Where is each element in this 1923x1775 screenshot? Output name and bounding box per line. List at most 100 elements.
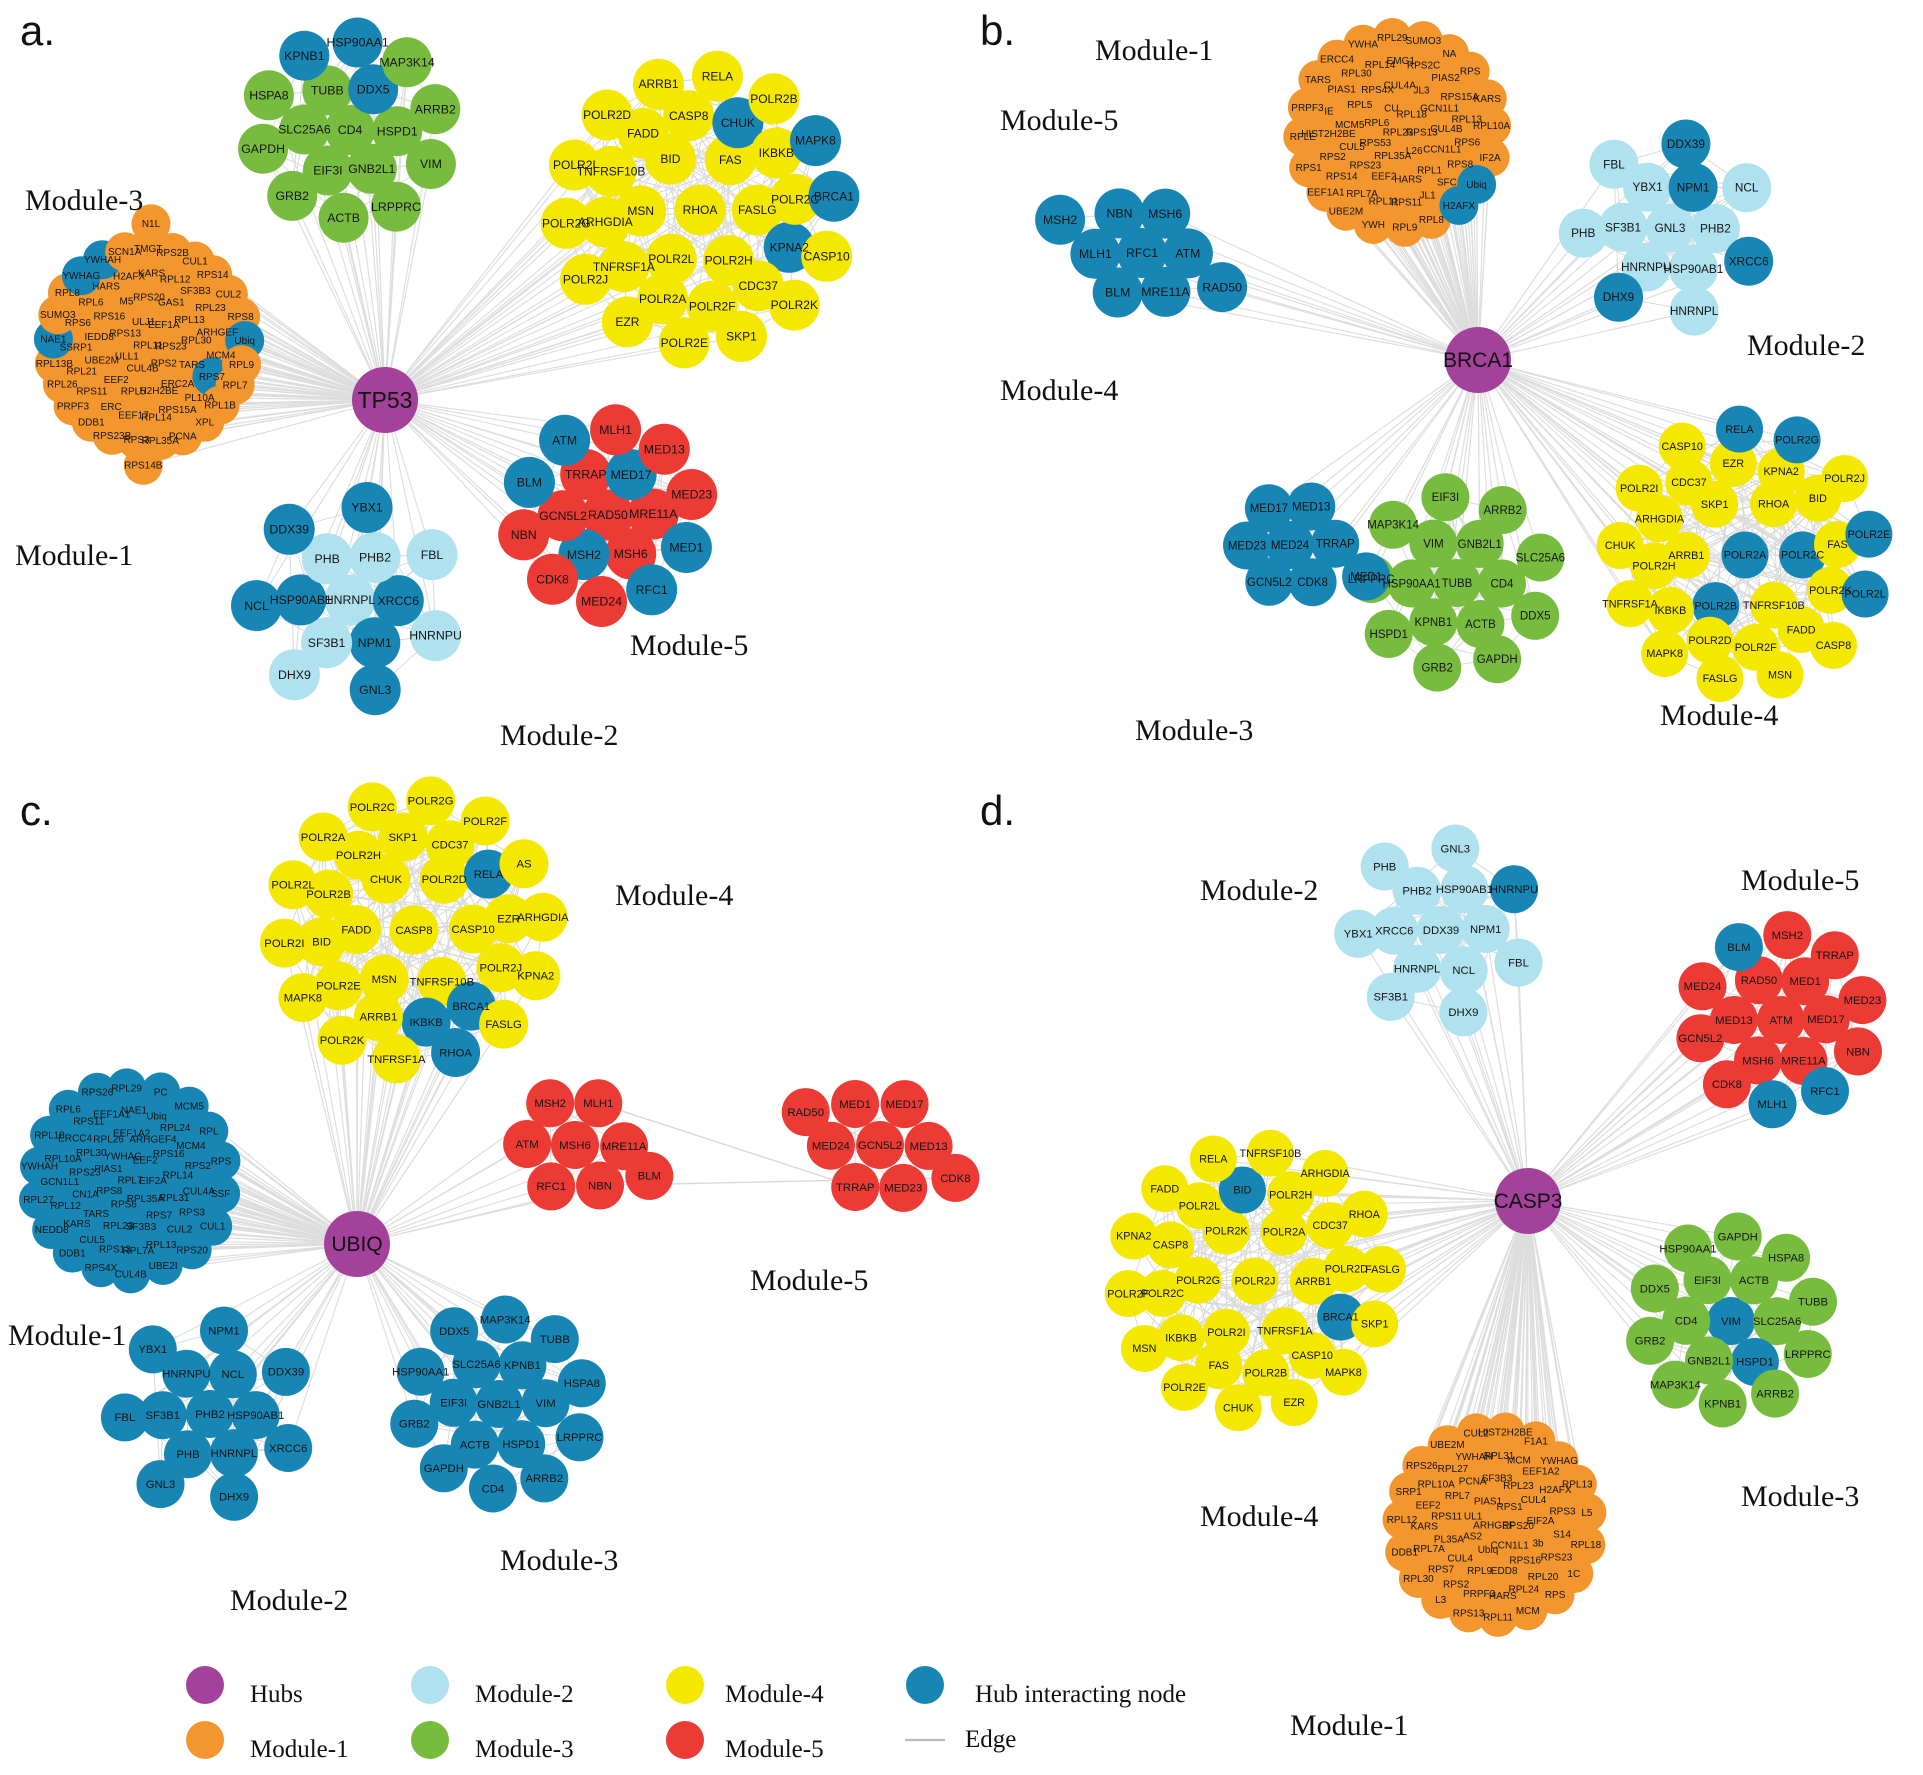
svg-text:RPS7: RPS7 [146, 1210, 173, 1221]
svg-text:LRPPRC: LRPPRC [557, 1432, 603, 1444]
svg-text:RPS26: RPS26 [82, 1088, 114, 1099]
svg-text:CDC37: CDC37 [431, 839, 468, 851]
svg-text:FASLG: FASLG [485, 1019, 521, 1031]
svg-text:RHOA: RHOA [1758, 499, 1790, 511]
svg-text:RPL12: RPL12 [160, 275, 191, 286]
svg-text:RELA: RELA [1725, 424, 1754, 436]
svg-text:Module-4: Module-4 [1660, 699, 1778, 732]
svg-text:DHX9: DHX9 [1603, 290, 1634, 304]
svg-text:POLR2F: POLR2F [689, 299, 736, 313]
svg-text:POLR2J: POLR2J [563, 272, 608, 286]
svg-text:YWHAG: YWHAG [63, 271, 101, 282]
svg-text:ARHGDIA: ARHGDIA [1300, 1168, 1350, 1180]
svg-text:CUL2: CUL2 [167, 1225, 193, 1236]
svg-text:POLR2I: POLR2I [1620, 483, 1658, 495]
svg-text:EIF3I: EIF3I [440, 1398, 467, 1410]
svg-text:Module-4: Module-4 [615, 879, 733, 912]
svg-text:ACTB: ACTB [460, 1439, 490, 1451]
svg-text:Module-2: Module-2 [475, 1681, 574, 1708]
svg-text:EEF1A1: EEF1A1 [1307, 188, 1345, 199]
svg-text:GCN5L2: GCN5L2 [1678, 1033, 1722, 1045]
svg-text:HNRNPU: HNRNPU [1490, 884, 1538, 896]
svg-text:KPNB1: KPNB1 [1415, 617, 1453, 629]
svg-text:GAS1: GAS1 [158, 297, 185, 308]
svg-text:ACTB: ACTB [1739, 1275, 1769, 1287]
svg-text:NCL: NCL [1452, 965, 1475, 977]
svg-text:HNRNPU: HNRNPU [409, 629, 462, 643]
svg-text:GAPDH: GAPDH [241, 142, 285, 156]
svg-text:TNFRSF10B: TNFRSF10B [1743, 600, 1805, 612]
svg-text:ACTB: ACTB [1465, 619, 1496, 631]
svg-text:NBN: NBN [1107, 207, 1133, 221]
svg-text:CUL2: CUL2 [216, 290, 242, 301]
svg-text:CHUK: CHUK [1223, 1402, 1254, 1414]
svg-text:HSP90AB1: HSP90AB1 [270, 593, 332, 607]
svg-text:RFC1: RFC1 [1810, 1086, 1840, 1098]
svg-text:S14: S14 [1553, 1530, 1571, 1541]
svg-text:TUBB: TUBB [1442, 578, 1473, 590]
svg-text:SFC: SFC [1437, 178, 1457, 189]
svg-text:MED24: MED24 [1684, 981, 1722, 993]
svg-text:POLR2C: POLR2C [1781, 550, 1824, 562]
svg-text:MSN: MSN [1768, 670, 1792, 682]
svg-text:Module-3: Module-3 [475, 1736, 574, 1763]
svg-text:Hubs: Hubs [250, 1681, 303, 1708]
svg-text:RPL29: RPL29 [1377, 33, 1408, 44]
svg-text:FBL: FBL [1603, 157, 1625, 171]
svg-text:GNL3: GNL3 [1655, 221, 1686, 235]
svg-text:ACTB: ACTB [327, 211, 360, 225]
svg-text:RPL29: RPL29 [111, 1083, 142, 1094]
svg-text:RPS4X: RPS4X [85, 1263, 118, 1274]
svg-text:ATM: ATM [552, 434, 577, 448]
svg-text:XRCC6: XRCC6 [269, 1443, 307, 1455]
svg-text:Ubiq: Ubiq [1478, 1545, 1499, 1556]
svg-text:POLR2A: POLR2A [1724, 550, 1767, 562]
svg-text:TNFRSF10B: TNFRSF10B [1240, 1148, 1302, 1160]
svg-text:RPS: RPS [1460, 67, 1481, 78]
svg-text:GNL3: GNL3 [359, 683, 391, 697]
svg-text:POLR2L: POLR2L [648, 252, 694, 266]
svg-text:RPL24: RPL24 [160, 1123, 191, 1134]
svg-text:Module-4: Module-4 [1200, 1500, 1318, 1533]
svg-text:RPS23B: RPS23B [93, 431, 132, 442]
svg-text:RPS8: RPS8 [228, 312, 255, 323]
svg-text:XRCC6: XRCC6 [377, 594, 419, 608]
svg-text:MRE11A: MRE11A [602, 1141, 647, 1153]
svg-text:TNFRSF1A: TNFRSF1A [1602, 598, 1659, 610]
svg-text:Module-5: Module-5 [630, 629, 748, 662]
svg-text:MSH2: MSH2 [567, 548, 601, 562]
svg-text:Module-5: Module-5 [725, 1736, 824, 1763]
svg-text:TARS: TARS [1305, 75, 1331, 86]
svg-text:XRCC6: XRCC6 [1729, 254, 1769, 268]
svg-text:CASP10: CASP10 [1291, 1350, 1332, 1362]
svg-text:Hub interacting node: Hub interacting node [975, 1681, 1186, 1708]
svg-text:ERC: ERC [101, 402, 122, 413]
svg-text:RPL27: RPL27 [1438, 1464, 1469, 1475]
svg-text:POLR2D: POLR2D [422, 874, 467, 886]
svg-text:GRB2: GRB2 [1635, 1336, 1666, 1348]
svg-text:MED17: MED17 [611, 468, 652, 482]
svg-text:GNL3: GNL3 [1441, 843, 1471, 855]
svg-text:SKP1: SKP1 [726, 330, 757, 344]
svg-text:EZR: EZR [615, 315, 639, 329]
svg-text:CASP8: CASP8 [669, 109, 709, 123]
svg-text:DDX39: DDX39 [268, 1367, 304, 1379]
svg-text:RPS13: RPS13 [99, 1244, 131, 1255]
svg-text:HSPA8: HSPA8 [1768, 1253, 1804, 1265]
svg-text:Module-1: Module-1 [15, 539, 133, 572]
svg-text:GCN5L2: GCN5L2 [539, 509, 587, 523]
svg-text:IKBKB: IKBKB [409, 1017, 442, 1029]
svg-text:MSH6: MSH6 [1148, 207, 1182, 221]
svg-text:HSP90AA1: HSP90AA1 [326, 36, 388, 50]
svg-text:PC: PC [154, 1087, 168, 1098]
svg-text:CN1A: CN1A [72, 1189, 99, 1200]
svg-text:MLH1: MLH1 [1079, 247, 1112, 261]
svg-text:BID: BID [1233, 1185, 1251, 1197]
svg-text:ATM: ATM [1175, 247, 1200, 261]
svg-text:Module-2: Module-2 [1747, 329, 1865, 362]
svg-text:RPS14B: RPS14B [124, 461, 163, 472]
svg-text:SRP1: SRP1 [1396, 1487, 1423, 1498]
svg-text:MSN: MSN [1132, 1343, 1156, 1355]
svg-text:RPS13: RPS13 [109, 329, 141, 340]
svg-text:Ubiq: Ubiq [146, 1111, 167, 1122]
